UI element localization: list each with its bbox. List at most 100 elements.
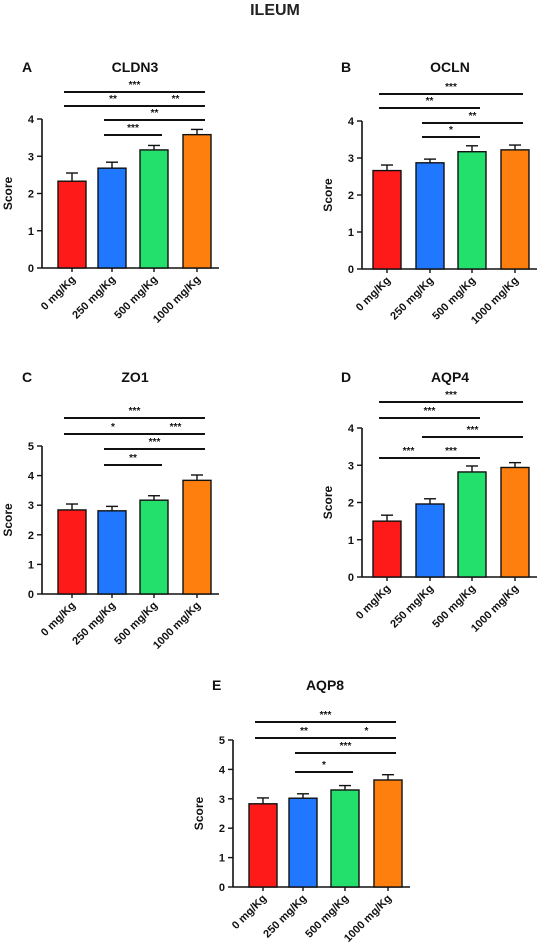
bar <box>457 471 487 578</box>
bar <box>415 162 445 270</box>
x-tick-label: 0 mg/Kg <box>354 275 393 314</box>
bar <box>139 149 169 269</box>
significance-label: *** <box>320 710 332 721</box>
significance-label: *** <box>149 437 161 448</box>
y-tick-label: 4 <box>28 114 35 126</box>
significance-label: * <box>365 726 369 737</box>
bar <box>500 149 530 270</box>
significance-label: *** <box>170 422 182 433</box>
bar <box>372 520 402 578</box>
panel-title: OCLN <box>430 59 470 75</box>
x-tick-label: 250 mg/Kg <box>70 274 118 322</box>
y-tick-label: 1 <box>219 853 225 865</box>
significance-label: *** <box>129 406 141 417</box>
panel-letter: A <box>22 59 32 75</box>
significance-label: ** <box>172 94 180 105</box>
y-tick-label: 2 <box>28 530 34 542</box>
y-tick-label: 5 <box>28 441 34 453</box>
significance-label: * <box>111 422 115 433</box>
bar <box>97 167 127 269</box>
y-tick-label: 3 <box>348 460 354 472</box>
significance-label: * <box>449 125 453 136</box>
x-tick-label: 250 mg/Kg <box>388 583 436 631</box>
y-tick-label: 0 <box>348 572 354 584</box>
y-tick-label: 5 <box>219 735 225 747</box>
bar <box>372 169 402 270</box>
bar <box>57 509 87 595</box>
significance-label: ** <box>426 96 434 107</box>
y-tick-label: 2 <box>28 189 34 201</box>
bar <box>373 779 403 888</box>
y-tick-label: 0 <box>28 589 34 601</box>
y-axis-label: Score <box>1 503 15 537</box>
significance-label: *** <box>445 446 457 457</box>
bar <box>500 466 530 578</box>
significance-label: ** <box>469 111 477 122</box>
y-axis-label: Score <box>192 797 206 831</box>
y-tick-label: 3 <box>28 151 34 163</box>
x-tick-label: 0 mg/Kg <box>39 600 78 639</box>
bar <box>330 789 360 888</box>
significance-label: * <box>322 760 326 771</box>
bar <box>248 803 278 888</box>
y-tick-label: 3 <box>28 500 34 512</box>
y-axis-label: Score <box>321 486 335 520</box>
y-tick-label: 0 <box>348 264 354 276</box>
panel-letter: B <box>341 59 351 75</box>
significance-label: ** <box>300 726 308 737</box>
significance-label: *** <box>127 123 139 134</box>
bar <box>182 133 212 269</box>
y-tick-label: 2 <box>348 498 354 510</box>
significance-label: *** <box>467 425 479 436</box>
significance-label: ** <box>129 453 137 464</box>
y-tick-label: 0 <box>219 882 225 894</box>
panel-title: CLDN3 <box>112 59 159 75</box>
significance-label: *** <box>445 390 457 401</box>
y-tick-label: 3 <box>348 153 354 165</box>
panel-title: AQP4 <box>431 369 469 385</box>
panel-letter: D <box>341 369 351 385</box>
y-tick-label: 2 <box>348 190 354 202</box>
significance-label: *** <box>424 406 436 417</box>
x-tick-label: 250 mg/Kg <box>261 893 309 941</box>
y-tick-label: 1 <box>28 559 34 571</box>
x-tick-label: 0 mg/Kg <box>354 583 393 622</box>
bar <box>139 499 169 595</box>
significance-label: *** <box>340 741 352 752</box>
bar <box>415 503 445 578</box>
y-tick-label: 1 <box>28 226 34 238</box>
y-tick-label: 4 <box>219 764 226 776</box>
significance-label: *** <box>129 80 141 91</box>
significance-label: *** <box>445 82 457 93</box>
significance-label: ** <box>151 108 159 119</box>
y-tick-label: 4 <box>348 116 355 128</box>
panel-title: ZO1 <box>121 369 148 385</box>
x-tick-label: 0 mg/Kg <box>230 893 269 932</box>
bar <box>182 479 212 595</box>
panel-letter: C <box>22 369 32 385</box>
bar <box>457 151 487 270</box>
y-axis-label: Score <box>321 178 335 212</box>
y-tick-label: 4 <box>348 423 355 435</box>
bar <box>288 797 318 888</box>
x-tick-label: 250 mg/Kg <box>388 275 436 323</box>
y-tick-label: 2 <box>219 823 225 835</box>
y-axis-label: Score <box>1 177 15 211</box>
panel-title: AQP8 <box>306 677 344 693</box>
y-tick-label: 0 <box>28 263 34 275</box>
significance-label: ** <box>109 94 117 105</box>
x-tick-label: 0 mg/Kg <box>39 274 78 313</box>
bar <box>57 180 87 269</box>
x-tick-label: 250 mg/Kg <box>70 600 118 648</box>
panel-letter: E <box>212 677 221 693</box>
bar <box>97 510 127 595</box>
y-tick-label: 3 <box>219 794 225 806</box>
y-tick-label: 1 <box>348 535 354 547</box>
figure-title: ILEUM <box>250 2 300 19</box>
y-tick-label: 4 <box>28 471 35 483</box>
